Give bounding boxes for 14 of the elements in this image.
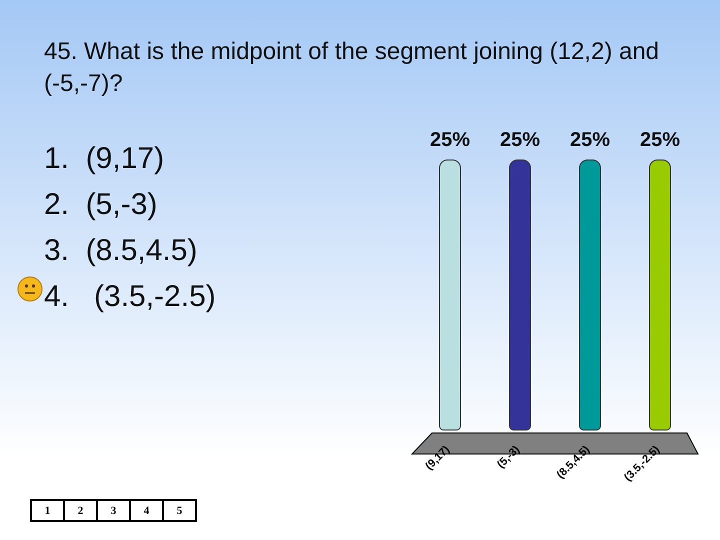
data-label: 25%: [430, 129, 470, 151]
text: 4: [129, 501, 162, 520]
chart-title: 45. What is the midpoint of the segment joining (12,2) and (-5,-7)?: [44, 37, 660, 99]
text: 3. (8.5,4.5): [44, 233, 198, 269]
text: 5: [162, 501, 195, 520]
text: 1: [32, 501, 63, 520]
data-label: 25%: [570, 129, 610, 151]
text: 2. (5,-3): [44, 187, 158, 223]
text: 2: [63, 501, 96, 520]
data-label: 25%: [640, 129, 680, 151]
text: 3: [96, 501, 129, 520]
text: 1. (9,17): [44, 141, 166, 177]
data-label: 25%: [500, 129, 540, 151]
text: 4. (3.5,-2.5): [44, 279, 216, 315]
